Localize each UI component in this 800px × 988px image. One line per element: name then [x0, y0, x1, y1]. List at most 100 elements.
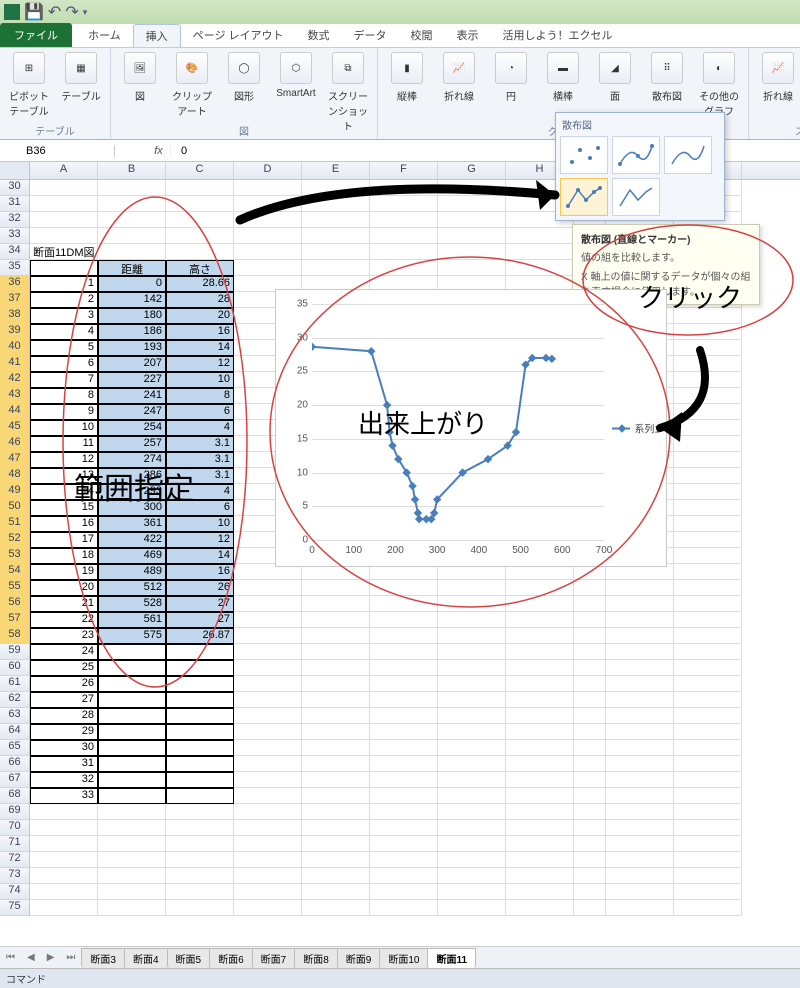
cell[interactable] [438, 676, 506, 692]
cell[interactable] [674, 724, 742, 740]
cell[interactable] [574, 836, 606, 852]
cell[interactable] [370, 660, 438, 676]
row-header[interactable]: 68 [0, 788, 30, 804]
scatter-chart-dropdown[interactable]: 散布図 [555, 112, 725, 221]
cell[interactable] [98, 676, 166, 692]
cell[interactable]: 28.66 [166, 276, 234, 292]
cell[interactable] [506, 724, 574, 740]
cell[interactable]: 8 [166, 388, 234, 404]
cell[interactable] [674, 884, 742, 900]
cell[interactable] [506, 900, 574, 916]
cell[interactable]: 422 [98, 532, 166, 548]
cell[interactable] [166, 196, 234, 212]
cell[interactable] [234, 660, 302, 676]
cell[interactable] [166, 868, 234, 884]
ribbon-tab[interactable]: データ [342, 24, 399, 47]
cell[interactable] [370, 596, 438, 612]
cell[interactable] [234, 196, 302, 212]
cell[interactable] [674, 820, 742, 836]
cell[interactable] [606, 820, 674, 836]
cell[interactable]: 16 [30, 516, 98, 532]
cell[interactable] [574, 868, 606, 884]
cell[interactable] [302, 260, 370, 276]
cell[interactable]: 10 [166, 372, 234, 388]
cell[interactable] [166, 644, 234, 660]
cell[interactable] [506, 692, 574, 708]
row-header[interactable]: 50 [0, 500, 30, 516]
cell[interactable] [302, 180, 370, 196]
cell[interactable] [98, 180, 166, 196]
sheet-nav-first-icon[interactable]: ⏮ [0, 952, 21, 963]
column-header[interactable]: G [438, 162, 506, 179]
row-header[interactable]: 61 [0, 676, 30, 692]
cell[interactable]: 241 [98, 388, 166, 404]
cell[interactable] [234, 244, 302, 260]
cell[interactable] [674, 692, 742, 708]
cell[interactable] [234, 724, 302, 740]
cell[interactable] [606, 804, 674, 820]
ribbon-button[interactable]: ◔円 [488, 52, 534, 103]
row-header[interactable]: 59 [0, 644, 30, 660]
cell[interactable]: 26.87 [166, 628, 234, 644]
cell[interactable] [438, 260, 506, 276]
cell[interactable] [370, 884, 438, 900]
cell[interactable] [166, 228, 234, 244]
ribbon-button[interactable]: ◢面 [592, 52, 638, 103]
cell[interactable]: 29 [30, 724, 98, 740]
cell[interactable] [302, 612, 370, 628]
cell[interactable] [674, 356, 742, 372]
cell[interactable]: 27 [166, 596, 234, 612]
cell[interactable] [606, 596, 674, 612]
cell[interactable]: 28 [166, 292, 234, 308]
cell[interactable]: 3.1 [166, 468, 234, 484]
cell[interactable] [302, 644, 370, 660]
cell[interactable] [438, 900, 506, 916]
cell[interactable] [30, 884, 98, 900]
cell[interactable] [234, 756, 302, 772]
cell[interactable]: 293 [98, 484, 166, 500]
cell[interactable]: 186 [98, 324, 166, 340]
cell[interactable] [370, 228, 438, 244]
cell[interactable] [370, 212, 438, 228]
cell[interactable]: 512 [98, 580, 166, 596]
cell[interactable] [506, 228, 574, 244]
cell[interactable] [234, 836, 302, 852]
cell[interactable] [606, 612, 674, 628]
cell[interactable] [506, 644, 574, 660]
cell[interactable] [606, 788, 674, 804]
row-header[interactable]: 54 [0, 564, 30, 580]
cell[interactable] [302, 708, 370, 724]
row-header[interactable]: 44 [0, 404, 30, 420]
row-header[interactable]: 74 [0, 884, 30, 900]
cell[interactable] [370, 676, 438, 692]
cell[interactable]: 33 [30, 788, 98, 804]
cell[interactable]: 286 [98, 468, 166, 484]
tab-file[interactable]: ファイル [0, 23, 72, 47]
cell[interactable]: 11 [30, 436, 98, 452]
cell[interactable]: 14 [30, 484, 98, 500]
cell[interactable] [302, 900, 370, 916]
cell[interactable] [606, 884, 674, 900]
cell[interactable]: 575 [98, 628, 166, 644]
cell[interactable]: 23 [30, 628, 98, 644]
cell[interactable]: 6 [166, 500, 234, 516]
row-header[interactable]: 58 [0, 628, 30, 644]
ribbon-tab[interactable]: 挿入 [133, 24, 181, 47]
ribbon-button[interactable]: 📈折れ線 [436, 52, 482, 103]
cell[interactable] [506, 244, 574, 260]
cell[interactable] [302, 724, 370, 740]
cell[interactable] [606, 708, 674, 724]
cell[interactable] [606, 660, 674, 676]
ribbon-button[interactable]: ⬡SmartArt [273, 52, 319, 99]
cell[interactable] [574, 756, 606, 772]
scatter-smooth-markers[interactable] [612, 136, 660, 174]
cell[interactable] [674, 676, 742, 692]
cell[interactable] [166, 660, 234, 676]
cell[interactable] [30, 228, 98, 244]
cell[interactable] [234, 180, 302, 196]
cell[interactable] [606, 644, 674, 660]
cell[interactable] [166, 676, 234, 692]
cell[interactable] [674, 644, 742, 660]
ribbon-tab[interactable]: 表示 [445, 24, 491, 47]
cell[interactable] [302, 740, 370, 756]
